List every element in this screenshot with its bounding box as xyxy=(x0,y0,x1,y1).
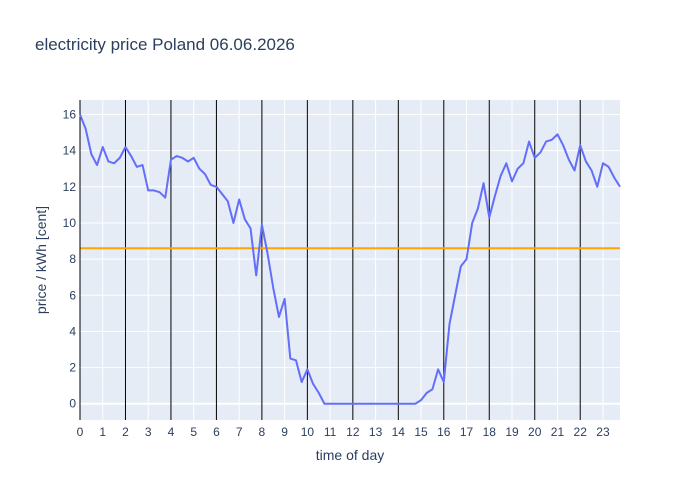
y-axis-label: price / kWh [cent] xyxy=(33,206,49,314)
chart-title: electricity price Poland 06.06.2026 xyxy=(35,35,295,54)
x-tick-labels: 0 1 2 3 4 5 6 7 8 9 10 11 12 13 14 15 16 17 18 19 20 21 22 23 xyxy=(77,425,610,439)
x-tick-label: 21 xyxy=(551,425,565,439)
x-tick-label: 9 xyxy=(281,425,288,439)
x-tick-label: 16 xyxy=(437,425,451,439)
x-tick-label: 10 xyxy=(301,425,315,439)
y-tick-label: 14 xyxy=(63,144,77,158)
x-tick-label: 14 xyxy=(392,425,406,439)
y-tick-labels: 0 2 4 6 8 10 12 14 16 xyxy=(63,107,77,410)
x-tick-label: 17 xyxy=(460,425,474,439)
x-axis-label: time of day xyxy=(316,447,384,463)
x-tick-label: 22 xyxy=(574,425,588,439)
y-tick-label: 4 xyxy=(69,324,76,338)
y-tick-label: 16 xyxy=(63,107,77,121)
x-tick-label: 4 xyxy=(168,425,175,439)
x-tick-label: 7 xyxy=(236,425,243,439)
y-tick-label: 0 xyxy=(69,397,76,411)
x-tick-label: 6 xyxy=(213,425,220,439)
x-tick-label: 1 xyxy=(99,425,106,439)
plot-area xyxy=(79,100,621,420)
y-tick-label: 12 xyxy=(63,180,77,194)
series-line xyxy=(79,114,621,405)
x-tick-label: 13 xyxy=(369,425,383,439)
x-tick-label: 5 xyxy=(190,425,197,439)
y-tick-label: 6 xyxy=(69,288,76,302)
x-tick-label: 0 xyxy=(77,425,84,439)
x-tick-label: 12 xyxy=(346,425,360,439)
x-tick-label: 18 xyxy=(483,425,497,439)
y-tick-label: 8 xyxy=(69,252,76,266)
y-tick-label: 2 xyxy=(69,361,76,375)
x-tick-label: 11 xyxy=(324,425,337,439)
plot-background xyxy=(80,100,620,420)
y-tick-label: 10 xyxy=(63,216,77,230)
x-tick-label: 2 xyxy=(122,425,129,439)
x-tick-label: 23 xyxy=(596,425,610,439)
x-tick-label: 19 xyxy=(505,425,519,439)
x-tick-label: 8 xyxy=(259,425,266,439)
x-tick-label: 15 xyxy=(414,425,428,439)
x-tick-label: 3 xyxy=(145,425,152,439)
x-tick-label: 20 xyxy=(528,425,542,439)
